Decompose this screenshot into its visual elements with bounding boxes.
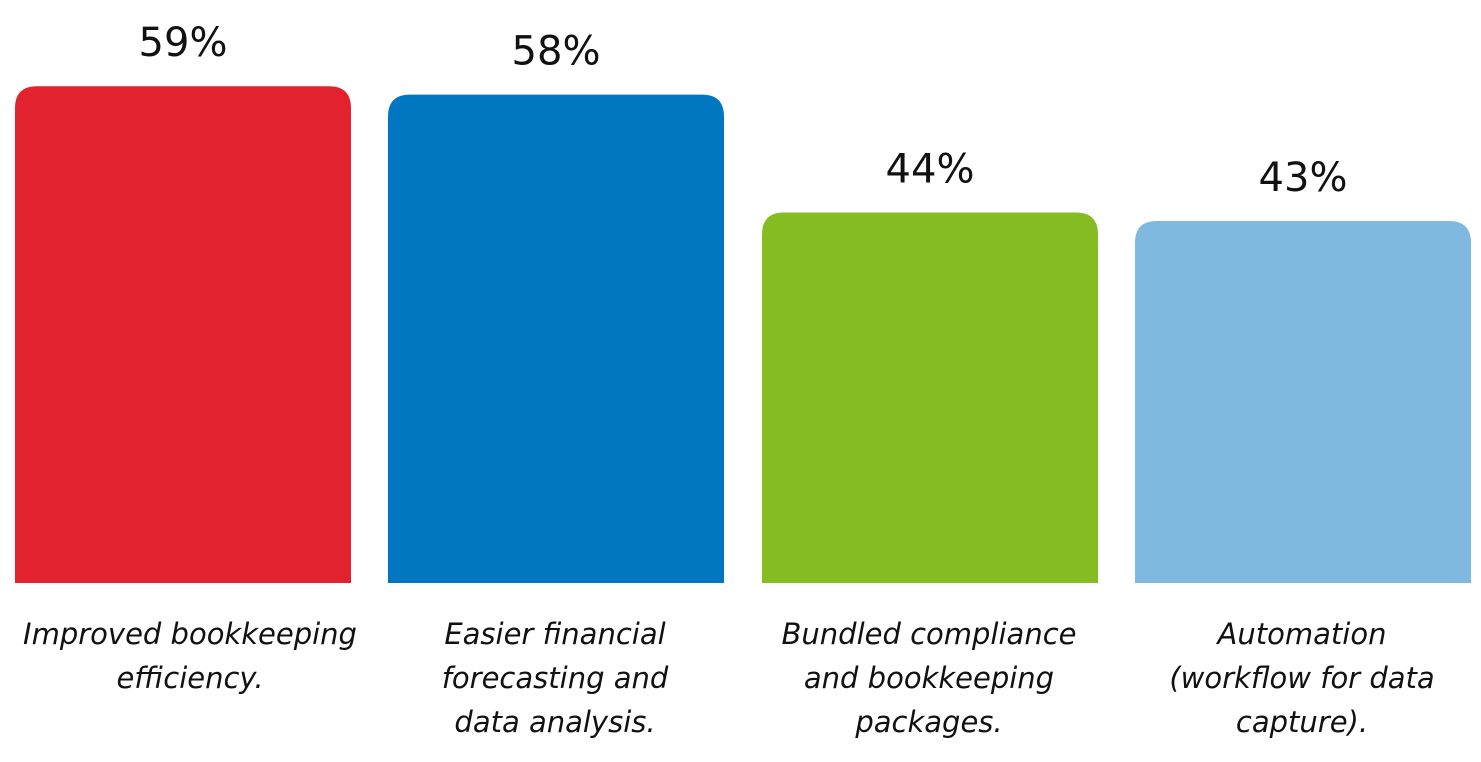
category-label-2: Easier financial forecasting and data an… bbox=[441, 617, 669, 739]
value-label-1: 59% bbox=[139, 20, 228, 66]
category-label-4: Automation (workflow for data capture). bbox=[1169, 617, 1435, 739]
value-label-3: 44% bbox=[886, 147, 975, 193]
bar-3 bbox=[762, 212, 1098, 583]
category-label-3: Bundled compliance and bookkeeping packa… bbox=[781, 617, 1077, 739]
bar-1 bbox=[15, 86, 351, 583]
bar-4 bbox=[1135, 220, 1471, 583]
bar-2 bbox=[388, 94, 724, 583]
value-label-2: 58% bbox=[512, 29, 601, 75]
category-label-1: Improved bookkeeping efficiency. bbox=[23, 617, 357, 695]
value-label-4: 43% bbox=[1259, 155, 1348, 201]
